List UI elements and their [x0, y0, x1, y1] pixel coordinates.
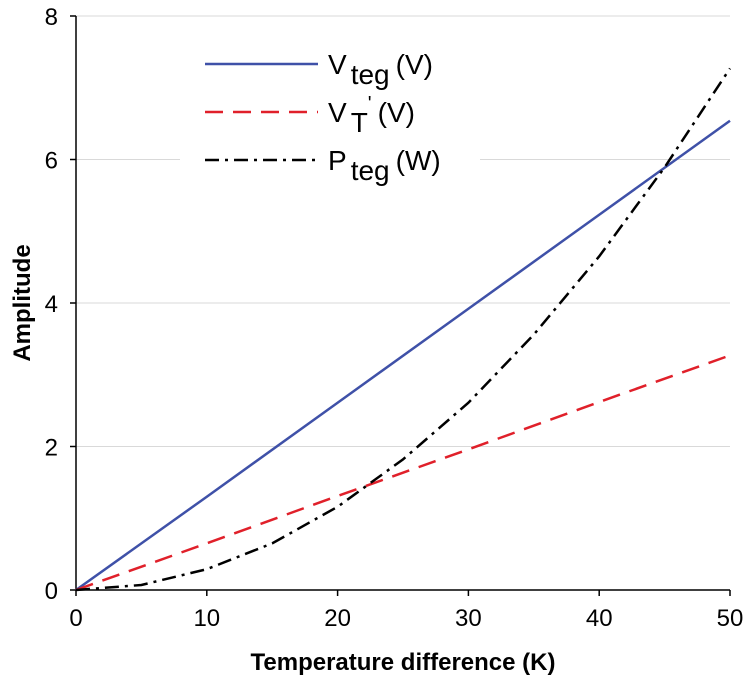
x-tick-label: 10 — [193, 605, 220, 632]
legend-subscript: teg — [351, 59, 390, 90]
y-tick-label: 0 — [45, 578, 58, 605]
y-tick-label: 8 — [45, 4, 58, 31]
legend-box — [180, 35, 480, 185]
x-tick-label: 40 — [586, 605, 613, 632]
series-lines — [75, 67, 732, 592]
legend-superscript: ' — [368, 93, 372, 115]
legend-symbol: V — [328, 97, 347, 128]
tick-labels: 0 2 4 6 8 0 10 20 30 40 50 — [45, 4, 744, 632]
legend-subscript: teg — [351, 155, 390, 186]
x-axis-label: Temperature difference (K) — [251, 649, 556, 676]
x-tick-label: 0 — [69, 605, 82, 632]
y-tick-label: 6 — [45, 148, 58, 175]
axes — [75, 16, 730, 591]
legend-unit: (W) — [396, 145, 441, 176]
y-tick-label: 2 — [45, 435, 58, 462]
x-tick-label: 20 — [324, 605, 351, 632]
y-axis-label: Amplitude — [9, 244, 36, 361]
y-tick-label: 4 — [45, 291, 58, 318]
series-line-0 — [75, 119, 731, 592]
legend-symbol: P — [328, 145, 347, 176]
legend-symbol: V — [328, 49, 347, 80]
series-line-1 — [75, 354, 731, 592]
x-tick-label: 50 — [717, 605, 744, 632]
legend-entry-1: V T' (V) — [328, 93, 415, 138]
legend-unit: (V) — [378, 97, 415, 128]
legend-subscript: T — [351, 107, 368, 138]
series-line-2 — [75, 67, 732, 592]
legend-unit: (V) — [396, 49, 433, 80]
x-tick-label: 30 — [455, 605, 482, 632]
